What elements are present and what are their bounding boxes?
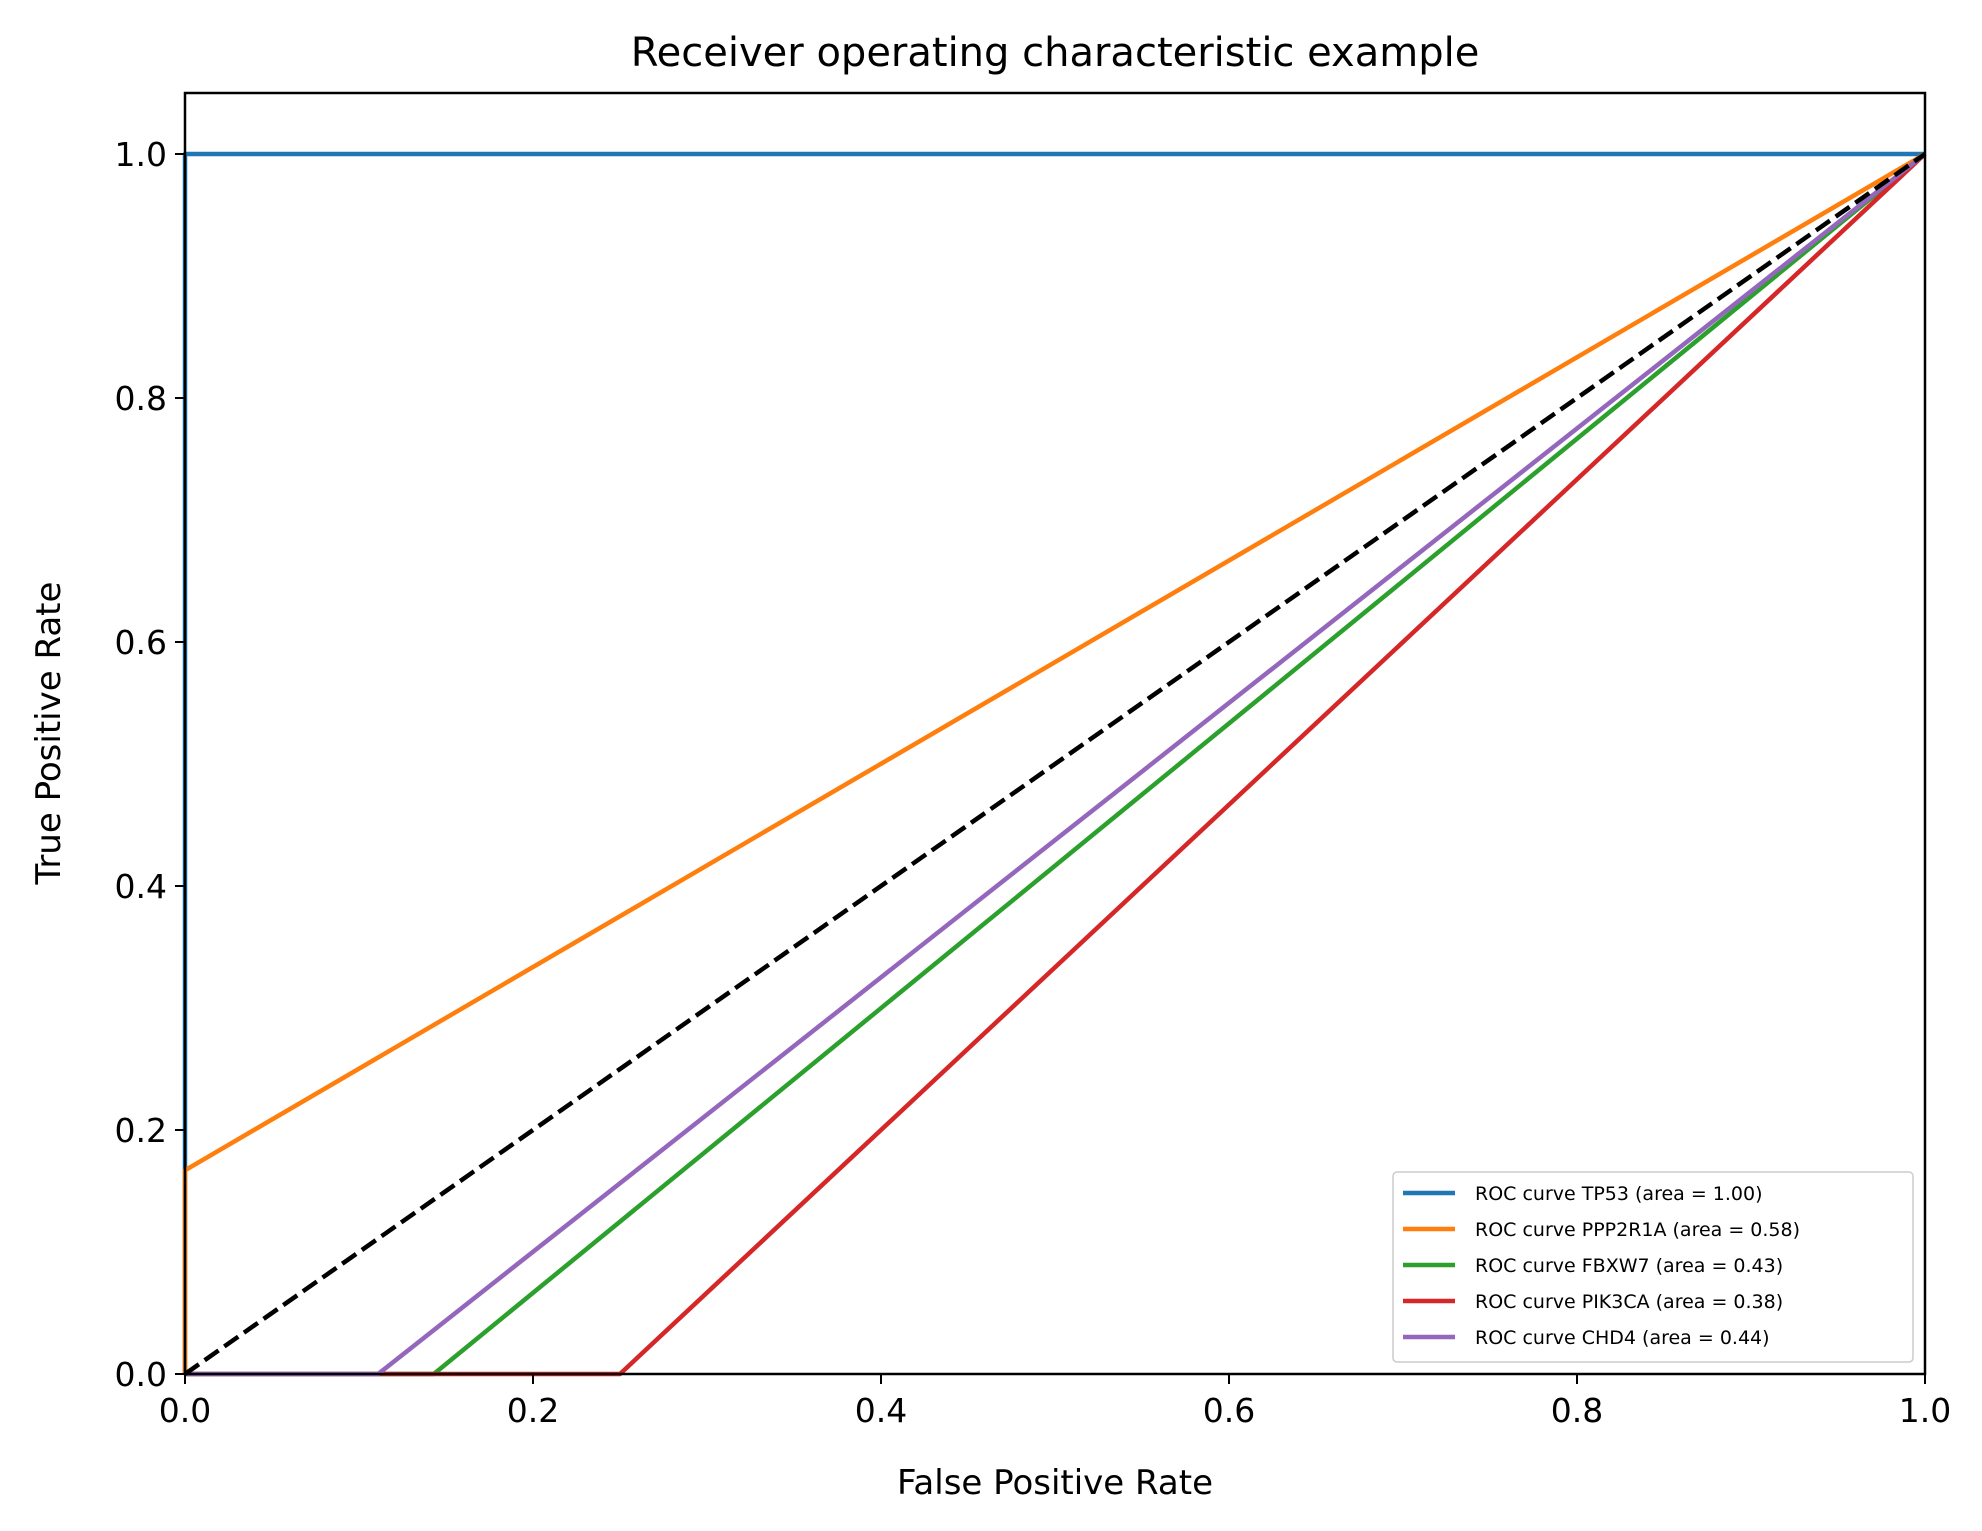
legend-entry-label: ROC curve PPP2R1A (area = 0.58) bbox=[1475, 1219, 1800, 1241]
legend-entry-label: ROC curve PIK3CA (area = 0.38) bbox=[1475, 1291, 1783, 1313]
legend-entry-label: ROC curve FBXW7 (area = 0.43) bbox=[1475, 1255, 1783, 1277]
x-tick-label: 0.4 bbox=[855, 1391, 907, 1430]
x-axis-label: False Positive Rate bbox=[897, 1463, 1213, 1503]
x-tick-label: 1.0 bbox=[1899, 1391, 1951, 1430]
y-tick-label: 0.6 bbox=[115, 623, 167, 662]
axes-frame bbox=[183, 91, 1927, 1376]
legend-entry-label: ROC curve CHD4 (area = 0.44) bbox=[1475, 1327, 1770, 1349]
x-tick-label: 0.8 bbox=[1551, 1391, 1603, 1430]
y-tick-label: 1.0 bbox=[115, 135, 167, 174]
legend-entry-label: ROC curve TP53 (area = 1.00) bbox=[1475, 1183, 1763, 1205]
x-tick-label: 0.6 bbox=[1203, 1391, 1255, 1430]
x-tick-label: 0.2 bbox=[507, 1391, 559, 1430]
legend: ROC curve TP53 (area = 1.00) ROC curve PP… bbox=[1392, 1171, 1914, 1363]
chart-title: Receiver operating characteristic exampl… bbox=[631, 30, 1480, 76]
axis-ticks: 0.0 0.2 0.4 0.6 0.8 1.0 0.0 0.2 0.4 0.6 0.8 1.0 bbox=[115, 135, 1952, 1430]
chance-reference-line bbox=[183, 152, 1927, 1376]
y-tick-label: 0.0 bbox=[115, 1355, 167, 1394]
x-tick-label: 0.0 bbox=[159, 1391, 211, 1430]
y-axis-label: True Positive Rate bbox=[29, 582, 69, 886]
y-tick-label: 0.2 bbox=[115, 1111, 167, 1150]
y-tick-label: 0.4 bbox=[115, 867, 167, 906]
y-tick-label: 0.8 bbox=[115, 379, 167, 418]
legend-box bbox=[1392, 1171, 1914, 1363]
